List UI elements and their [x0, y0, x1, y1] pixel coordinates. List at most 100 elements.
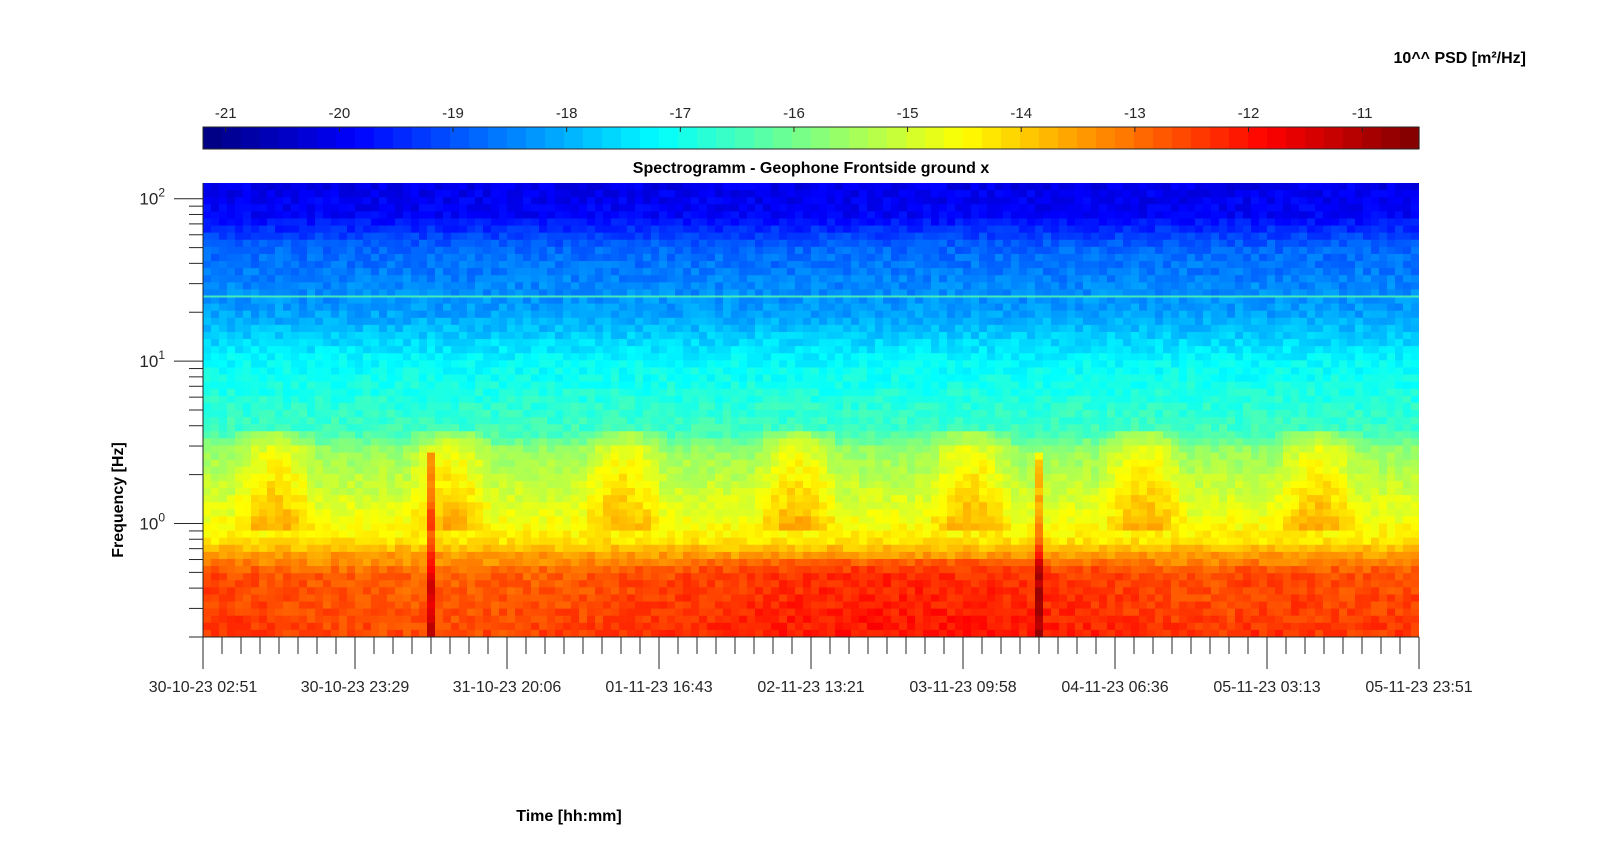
spectrogram-cell [667, 289, 676, 297]
spectrogram-cell [787, 261, 796, 269]
spectrogram-cell [595, 438, 604, 446]
spectrogram-cell [259, 438, 268, 446]
spectrogram-cell [435, 225, 444, 234]
spectrogram-cell [507, 211, 516, 219]
spectrogram-cell [763, 558, 772, 567]
spectrogram-cell [371, 183, 380, 191]
spectrogram-cell [603, 296, 612, 305]
spectrogram-cell [739, 303, 748, 312]
spectrogram-cell [251, 303, 260, 312]
spectrogram-cell [499, 183, 508, 191]
spectrogram-cell [683, 331, 692, 340]
spectrogram-cell [339, 587, 348, 595]
spectrogram-cell [619, 573, 628, 581]
spectrogram-cell [315, 452, 324, 461]
spectrogram-cell [731, 601, 740, 610]
spectrogram-cell [243, 544, 252, 553]
spectrogram-cell [467, 197, 476, 205]
spectrogram-cell [707, 509, 716, 517]
spectrogram-cell [291, 381, 300, 390]
spectrogram-cell [787, 253, 796, 262]
spectrogram-cell [563, 289, 572, 297]
spectrogram-cell [491, 268, 500, 276]
spectrogram-cell [251, 445, 260, 454]
spectrogram-cell [387, 275, 396, 283]
spectrogram-cell [531, 197, 540, 205]
spectrogram-cell [691, 431, 700, 439]
spectrogram-cell [475, 431, 484, 439]
spectrogram-cell [747, 296, 756, 305]
spectrogram-cell [611, 480, 620, 489]
spectrogram-cell [419, 239, 428, 248]
spectrogram-cell [635, 275, 644, 283]
spectrogram-cell [251, 615, 260, 624]
spectrogram-cell [307, 253, 316, 262]
spectrogram-cell [571, 502, 580, 510]
spectrogram-cell [659, 608, 668, 617]
spectrogram-cell [747, 317, 756, 326]
spectrogram-cell [787, 246, 796, 255]
spectrogram-cell [683, 261, 692, 269]
spectrogram-cell [715, 502, 724, 510]
spectrogram-cell [771, 629, 780, 637]
spectrogram-cell [459, 424, 468, 432]
spectrogram-cell [547, 197, 556, 205]
colorbar-cell [1286, 127, 1306, 149]
spectrogram-cell [755, 558, 764, 567]
colorbar-tick-label: -19 [442, 105, 464, 122]
spectrogram-cell [635, 601, 644, 610]
spectrogram-cell [619, 580, 628, 588]
spectrogram-cell [339, 211, 348, 219]
spectrogram-cell [371, 204, 380, 212]
spectrogram-cell [355, 296, 364, 305]
spectrogram-cell [619, 268, 628, 276]
spectrogram-cell [555, 183, 564, 191]
spectrogram-cell [339, 629, 348, 637]
spectrogram-cell [203, 608, 212, 617]
spectrogram-cell [363, 360, 372, 368]
spectrogram-cell [283, 310, 292, 319]
spectrogram-cell [491, 431, 500, 439]
spectrogram-cell [275, 360, 284, 368]
spectrogram-cell [603, 353, 612, 361]
spectrogram-cell [467, 395, 476, 404]
spectrogram-cell [579, 353, 588, 361]
spectrogram-cell [659, 303, 668, 312]
spectrogram-cell [427, 473, 436, 482]
spectrogram-cell [699, 296, 708, 305]
spectrogram-cell [803, 466, 812, 475]
spectrogram-cell [611, 452, 620, 461]
spectrogram-cell [587, 204, 596, 212]
colorbar-cell [431, 127, 451, 149]
colorbar-cell [925, 127, 945, 149]
spectrogram-cell [451, 261, 460, 269]
spectrogram-cell [563, 275, 572, 283]
spectrogram-cell [531, 558, 540, 567]
spectrogram-cell [275, 197, 284, 205]
spectrogram-cell [651, 445, 660, 454]
spectrogram-cell [243, 495, 252, 503]
spectrogram-cell [363, 480, 372, 489]
spectrogram-cell [755, 225, 764, 234]
spectrogram-cell [483, 551, 492, 560]
spectrogram-cell [755, 339, 764, 347]
spectrogram-cell [603, 346, 612, 354]
spectrogram-cell [203, 509, 212, 517]
spectrogram-cell [363, 551, 372, 560]
spectrogram-cell [787, 360, 796, 368]
spectrogram-cell [803, 239, 812, 248]
spectrogram-cell [387, 381, 396, 390]
spectrogram-cell [307, 353, 316, 361]
spectrogram-cell [619, 232, 628, 241]
spectrogram-cell [427, 615, 436, 624]
spectrogram-cell [291, 558, 300, 567]
spectrogram-cell [499, 480, 508, 489]
spectrogram-cell [811, 275, 820, 283]
spectrogram-cell [667, 509, 676, 517]
spectrogram-cell [603, 580, 612, 588]
spectrogram-cell [587, 615, 596, 624]
spectrogram-cell [475, 516, 484, 524]
spectrogram-cell [427, 544, 436, 553]
spectrogram-cell [475, 402, 484, 411]
spectrogram-cell [347, 544, 356, 553]
